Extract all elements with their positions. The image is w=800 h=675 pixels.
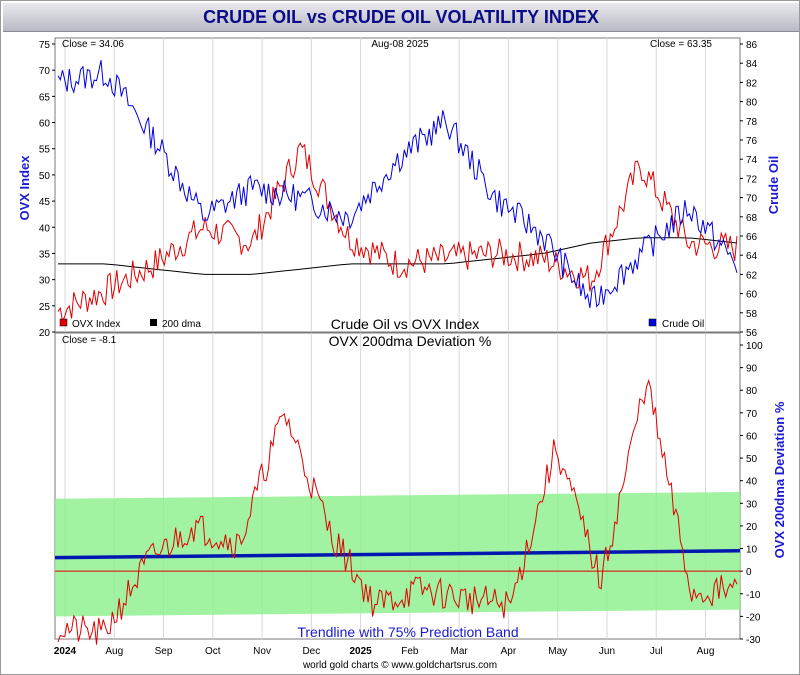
x-tick-label: Feb (401, 646, 419, 657)
right-tick-label: 58 (746, 309, 758, 320)
trendline (54, 549, 741, 560)
legend-crude-swatch (648, 318, 657, 327)
bottom-panel-title: OVX 200dma Deviation % (329, 333, 492, 349)
x-tick-label: 2024 (54, 646, 77, 657)
deviation-tick-label: -20 (746, 612, 761, 623)
band-label: Trendline with 75% Prediction Band (297, 624, 518, 640)
x-tick-label: Nov (253, 646, 271, 657)
bottom-series (54, 378, 741, 645)
right-tick-label: 86 (746, 40, 758, 51)
left-tick-label: 45 (39, 197, 51, 208)
series-ovx (57, 142, 738, 323)
right-tick-label: 84 (746, 59, 758, 70)
right-tick-label: 74 (746, 155, 758, 166)
x-tick-label: Aug (105, 646, 123, 657)
deviation-tick-label: 100 (746, 341, 763, 352)
right-tick-label: 82 (746, 78, 758, 89)
bottom-right-axis-title: OVX 200dma Deviation % (772, 401, 787, 558)
legend-ovx-label: OVX Index (72, 319, 120, 330)
right-tick-label: 70 (746, 194, 758, 205)
right-axis-title: Crude Oil (766, 156, 781, 215)
left-tick-label: 40 (39, 223, 51, 234)
x-tick-label: Oct (205, 646, 221, 657)
x-axis-labels: 2024 Aug Sep Oct Nov Dec 2025 Feb Mar Apr May Jun Ju… (54, 646, 715, 657)
right-tick-label: 76 (746, 136, 758, 147)
left-tick-label: 50 (39, 171, 51, 182)
top-close-left: Close = 34.06 (62, 39, 124, 50)
series-200dma (58, 237, 738, 275)
right-tick-label: 64 (746, 251, 758, 262)
left-tick-label: 20 (39, 328, 51, 339)
top-grid (64, 38, 707, 332)
top-panel (54, 37, 741, 333)
deviation-tick-label: 0 (746, 567, 752, 578)
left-tick-label: 60 (39, 119, 51, 130)
top-close-right: Close = 63.35 (650, 39, 712, 50)
deviation-tick-label: 30 (746, 499, 758, 510)
top-left-axis: 20 25 30 35 40 45 50 55 60 65 70 75 (39, 40, 55, 339)
deviation-tick-label: 80 (746, 386, 758, 397)
right-tick-label: 80 (746, 98, 758, 109)
right-tick-label: 72 (746, 174, 758, 185)
deviation-tick-label: 70 (746, 409, 758, 420)
deviation-tick-label: -10 (746, 590, 761, 601)
x-tick-label: May (548, 646, 567, 657)
right-tick-label: 62 (746, 270, 758, 281)
legend-crude-label: Crude Oil (662, 319, 704, 330)
x-tick-label: Mar (451, 646, 469, 657)
left-tick-label: 70 (39, 66, 51, 77)
footer-credit: world gold charts © www.goldchartsrus.co… (302, 660, 497, 671)
legend-dma-label: 200 dma (162, 319, 201, 330)
right-tick-label: 68 (746, 213, 758, 224)
deviation-tick-label: 60 (746, 431, 758, 442)
x-tick-label: Sep (155, 646, 173, 657)
series-deviation (57, 378, 738, 645)
left-tick-label: 25 (39, 302, 51, 313)
x-tick-label: Jul (650, 646, 663, 657)
deviation-tick-label: 20 (746, 522, 758, 533)
left-tick-label: 65 (39, 92, 51, 103)
x-tick-label: Jun (599, 646, 615, 657)
deviation-tick-label: -30 (746, 635, 761, 646)
right-tick-label: 78 (746, 117, 758, 128)
x-tick-label: Dec (302, 646, 320, 657)
right-tick-label: 60 (746, 290, 758, 301)
left-tick-label: 55 (39, 145, 51, 156)
x-tick-label: Aug (697, 646, 715, 657)
right-tick-label: 66 (746, 232, 758, 243)
top-series (57, 60, 738, 323)
x-tick-label: Apr (501, 646, 517, 657)
series-crude (57, 60, 738, 308)
chart-title: CRUDE OIL vs CRUDE OIL VOLATILITY INDEX (203, 7, 599, 27)
legend-dma-swatch (150, 319, 157, 326)
deviation-tick-label: 10 (746, 545, 758, 556)
left-tick-label: 75 (39, 40, 51, 51)
left-tick-label: 35 (39, 249, 51, 260)
bottom-close-left: Close = -8.1 (62, 335, 117, 346)
deviation-tick-label: 90 (746, 364, 758, 375)
left-axis-title: OVX Index (17, 155, 32, 221)
legend-ovx-swatch (59, 318, 68, 327)
top-right-axis: 56 58 60 62 64 66 68 70 72 74 76 78 80 82 84 86 (740, 40, 758, 339)
top-panel-title: Crude Oil vs OVX Index (331, 316, 480, 332)
right-tick-label: 56 (746, 328, 758, 339)
deviation-tick-label: 50 (746, 454, 758, 465)
deviation-tick-label: 40 (746, 477, 758, 488)
bottom-right-axis: -30 -20 -10 0 10 20 30 40 50 60 70 80 90 100 (740, 341, 763, 646)
top-date-label: Aug-08 2025 (371, 39, 429, 50)
left-tick-label: 30 (39, 276, 51, 287)
x-tick-label: 2025 (349, 646, 372, 657)
title-bar: CRUDE OIL vs CRUDE OIL VOLATILITY INDEX (3, 3, 799, 32)
